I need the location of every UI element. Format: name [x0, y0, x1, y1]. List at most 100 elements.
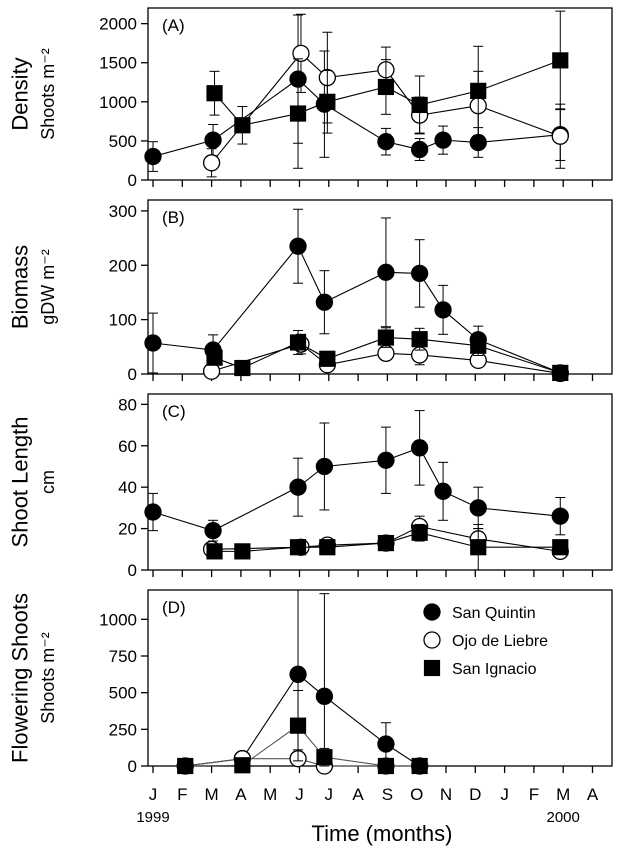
y-tick-label: 500 [109, 684, 137, 703]
x-tick-label: A [587, 785, 599, 804]
x-tick-label: M [205, 785, 219, 804]
y-tick-label: 200 [109, 256, 137, 275]
panel-label: (A) [162, 16, 185, 35]
data-point [410, 264, 429, 283]
panel-b: 0 100 200 300 (B) Biomass gDW m⁻² [8, 199, 613, 384]
x-tick-label: N [440, 785, 452, 804]
data-point [551, 127, 569, 145]
x-tick-label: M [263, 785, 277, 804]
data-point [292, 44, 310, 62]
y-tick-label: 60 [118, 437, 137, 456]
panel-a: 0 500 1000 1500 2000 (A) Density Shoots m⁻² [8, 7, 613, 190]
year-label: 1999 [136, 809, 169, 826]
x-tick-label: J [295, 785, 304, 804]
data-point [315, 687, 334, 705]
data-point [289, 717, 307, 734]
series-san-quintin [144, 410, 569, 542]
y-tick-label: 2000 [99, 15, 137, 34]
y-tick-label: 1000 [99, 93, 137, 112]
series-line [214, 337, 561, 374]
data-point [202, 154, 221, 172]
legend-marker [423, 603, 441, 621]
data-point [410, 439, 429, 457]
x-tick-label: F [529, 785, 539, 804]
series-line [214, 59, 561, 126]
data-point [377, 757, 395, 775]
data-point [144, 334, 162, 352]
series-line [214, 532, 561, 552]
data-point [551, 507, 569, 525]
y-axis-title: Biomass [8, 245, 33, 329]
legend: San Quintin Ojo de Liebre San Ignacio [423, 603, 548, 678]
legend-label: San Quintin [452, 605, 536, 622]
legend-marker [423, 631, 441, 649]
x-tick-label: J [325, 785, 334, 804]
data-point [206, 543, 223, 560]
data-point [204, 131, 222, 149]
data-point [470, 82, 487, 99]
data-point [411, 331, 428, 348]
year-label: 2000 [547, 809, 580, 826]
series-san-ignacio [206, 10, 569, 169]
y-tick-label: 100 [109, 311, 137, 330]
data-point [377, 133, 395, 151]
y-tick-label: 500 [109, 132, 137, 151]
data-point [144, 503, 162, 521]
data-point [177, 757, 194, 775]
data-point [434, 301, 452, 319]
x-tick-label: A [235, 785, 247, 804]
y-tick-label: 0 [128, 561, 137, 580]
data-point [377, 451, 395, 469]
data-point [289, 105, 307, 122]
y-tick-label: 1000 [99, 610, 137, 629]
plot-frame [147, 393, 613, 571]
panel-d: 0 250 500 750 1000 (D) Flowering Shoots Shoots … [8, 589, 613, 776]
data-point [377, 78, 395, 96]
data-point [377, 329, 395, 346]
y-axis-title: Flowering Shoots [8, 593, 33, 763]
data-point [234, 543, 251, 560]
y-axis-unit: gDW m⁻² [38, 249, 58, 325]
y-tick-label: 0 [128, 171, 137, 190]
data-point [377, 534, 395, 552]
data-point [234, 757, 251, 774]
data-point [316, 749, 333, 766]
data-point [552, 52, 569, 69]
x-tick-label: S [382, 785, 393, 804]
x-tick-label: O [410, 785, 423, 804]
plot-frame [147, 199, 613, 375]
series-san-ignacio [206, 523, 569, 571]
y-tick-label: 250 [109, 720, 137, 739]
data-point [411, 96, 428, 114]
y-tick-label: 300 [109, 202, 137, 221]
y-axis-unit: Shoots m⁻² [38, 48, 58, 140]
panel-label: (B) [162, 208, 185, 227]
y-axis-unit: cm [38, 470, 58, 494]
series-san-quintin [176, 590, 429, 775]
y-tick-label: 0 [128, 365, 137, 384]
data-point [206, 85, 223, 102]
series-san-ignacio [177, 689, 428, 775]
data-point [377, 735, 395, 753]
data-point [289, 237, 307, 255]
x-tick-label: D [469, 785, 481, 804]
data-point [377, 263, 395, 281]
y-tick-label: 1500 [99, 54, 137, 73]
data-point [144, 147, 162, 166]
x-axis-title: Time (months) [312, 821, 453, 846]
y-tick-label: 750 [109, 647, 137, 666]
x-tick-label: J [500, 785, 509, 804]
data-point [234, 359, 251, 377]
data-point [410, 140, 429, 159]
data-point [289, 478, 307, 496]
data-point [470, 539, 487, 556]
data-point [289, 539, 307, 556]
series-line [152, 447, 561, 532]
data-point [470, 337, 487, 354]
y-tick-label: 80 [118, 395, 137, 414]
series-san-ignacio [206, 327, 569, 382]
y-axis-unit: Shoots m⁻² [38, 632, 58, 724]
y-axis-title: Shoot Length [8, 417, 33, 548]
legend-label: San Ignacio [452, 661, 537, 678]
